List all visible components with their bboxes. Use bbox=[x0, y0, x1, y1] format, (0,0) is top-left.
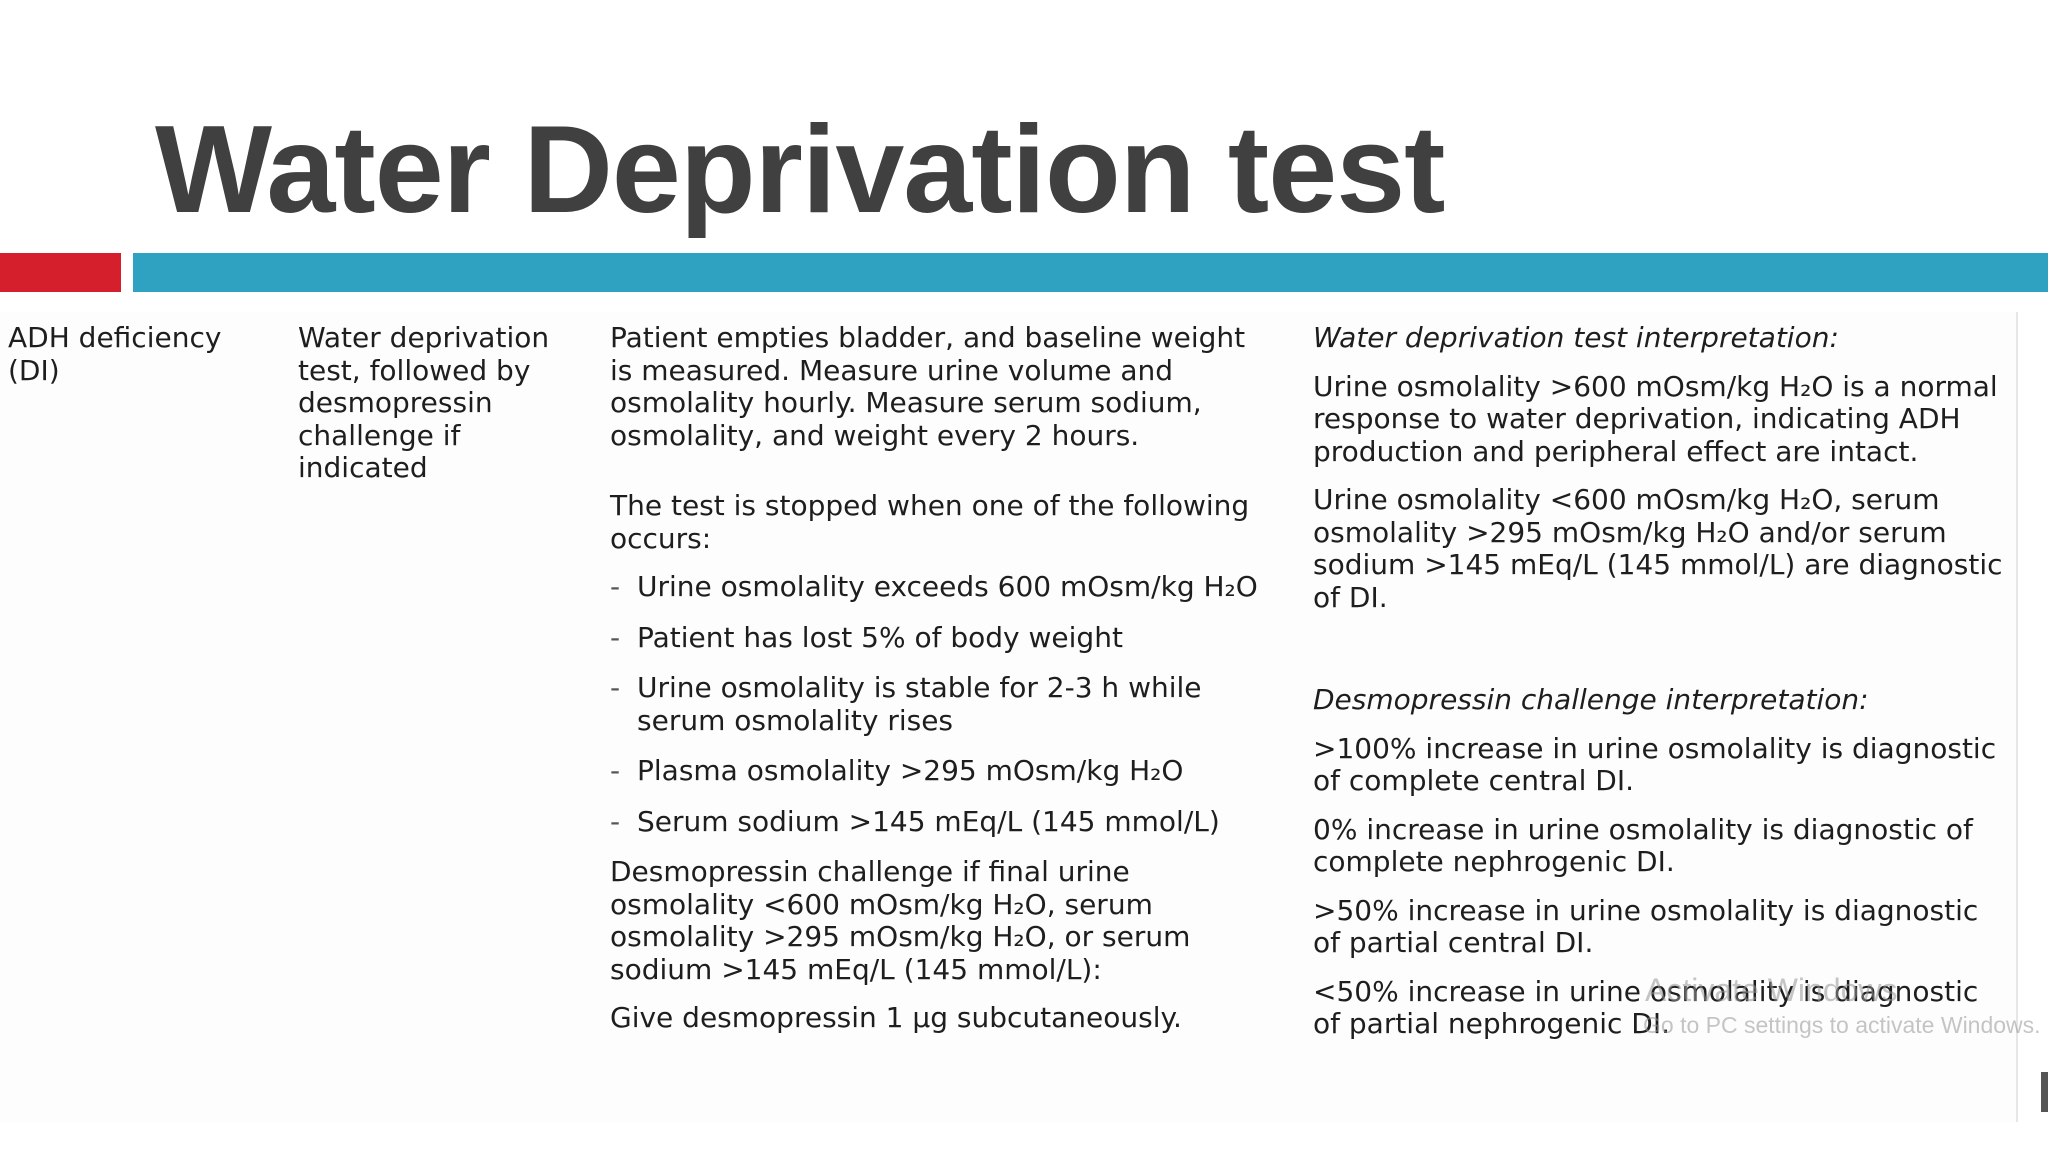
wd-interpretation-item: Urine osmolality >600 mOsm/kg H₂O is a n… bbox=[1313, 369, 1998, 468]
slide-title: Water Deprivation test bbox=[155, 101, 1445, 239]
challenge-action: Give desmopressin 1 µg subcutaneously. bbox=[610, 1001, 1182, 1034]
dc-interpretation-item: >100% increase in urine osmolality is di… bbox=[1313, 731, 1997, 797]
bullet-dash: - bbox=[610, 804, 621, 838]
challenge-condition: Desmopressin challenge if final urine os… bbox=[610, 855, 1191, 986]
accent-bar-teal bbox=[133, 253, 2048, 292]
test-column: Water deprivation test, followed by desm… bbox=[298, 321, 588, 485]
stop-criterion-text: Serum sodium >145 mEq/L (145 mmol/L) bbox=[637, 804, 1220, 838]
list-item: - Plasma osmolality >295 mOsm/kg H₂O bbox=[610, 754, 1260, 788]
activation-watermark-subtitle: Go to PC settings to activate Windows. bbox=[1643, 1012, 2041, 1038]
accent-bar-red bbox=[0, 253, 121, 292]
stop-criterion-text: Plasma osmolality >295 mOsm/kg H₂O bbox=[637, 754, 1184, 787]
list-item: - Patient has lost 5% of body weight bbox=[610, 620, 1260, 655]
bullet-dash: - bbox=[610, 671, 621, 704]
wd-interpretation-heading: Water deprivation test interpretation: bbox=[1313, 321, 1839, 354]
procedure-intro: Patient empties bladder, and baseline we… bbox=[610, 321, 1246, 452]
list-item: - Urine osmolality exceeds 600 mOsm/kg H₂… bbox=[610, 570, 1260, 604]
dc-interpretation-item: <50% increase in urine osmolality is dia… bbox=[1313, 974, 1979, 1040]
condition-column: ADH deficiency (DI) bbox=[8, 321, 278, 387]
dc-interpretation-item: >50% increase in urine osmolality is dia… bbox=[1313, 893, 1979, 959]
stop-criterion-text: Urine osmolality exceeds 600 mOsm/kg H₂O bbox=[637, 570, 1258, 603]
dc-interpretation-heading: Desmopressin challenge interpretation: bbox=[1313, 683, 1869, 716]
bullet-dash: - bbox=[610, 754, 621, 787]
interpretation-column: Water deprivation test interpretation: U… bbox=[1313, 321, 2013, 1041]
test-name-text: Water deprivation test, followed by desm… bbox=[298, 321, 550, 484]
scrollbar-nub[interactable] bbox=[2041, 1072, 2048, 1112]
bullet-dash: - bbox=[610, 570, 621, 603]
table-right-border bbox=[2016, 312, 2018, 1122]
stop-criterion-text: Urine osmolality is stable for 2-3 h whi… bbox=[637, 671, 1202, 737]
wd-interpretation-item: Urine osmolality <600 mOsm/kg H₂O, serum… bbox=[1313, 483, 2003, 614]
bullet-dash: - bbox=[610, 620, 621, 654]
list-item: - Urine osmolality is stable for 2-3 h wh… bbox=[610, 671, 1260, 737]
test-table: ADH deficiency (DI) Water deprivation te… bbox=[0, 312, 2018, 1122]
condition-text: ADH deficiency (DI) bbox=[8, 321, 222, 387]
procedure-column: Patient empties bladder, and baseline we… bbox=[610, 321, 1260, 1035]
stop-criteria-intro: The test is stopped when one of the foll… bbox=[610, 489, 1250, 555]
dc-interpretation-item: 0% increase in urine osmolality is diagn… bbox=[1313, 812, 1973, 878]
list-item: - Serum sodium >145 mEq/L (145 mmol/L) bbox=[610, 804, 1260, 839]
stop-criterion-text: Patient has lost 5% of body weight bbox=[637, 620, 1123, 654]
activation-watermark-title: Activate Windows bbox=[1645, 972, 1898, 1008]
stop-criteria-list: - Urine osmolality exceeds 600 mOsm/kg H₂… bbox=[610, 570, 1260, 839]
